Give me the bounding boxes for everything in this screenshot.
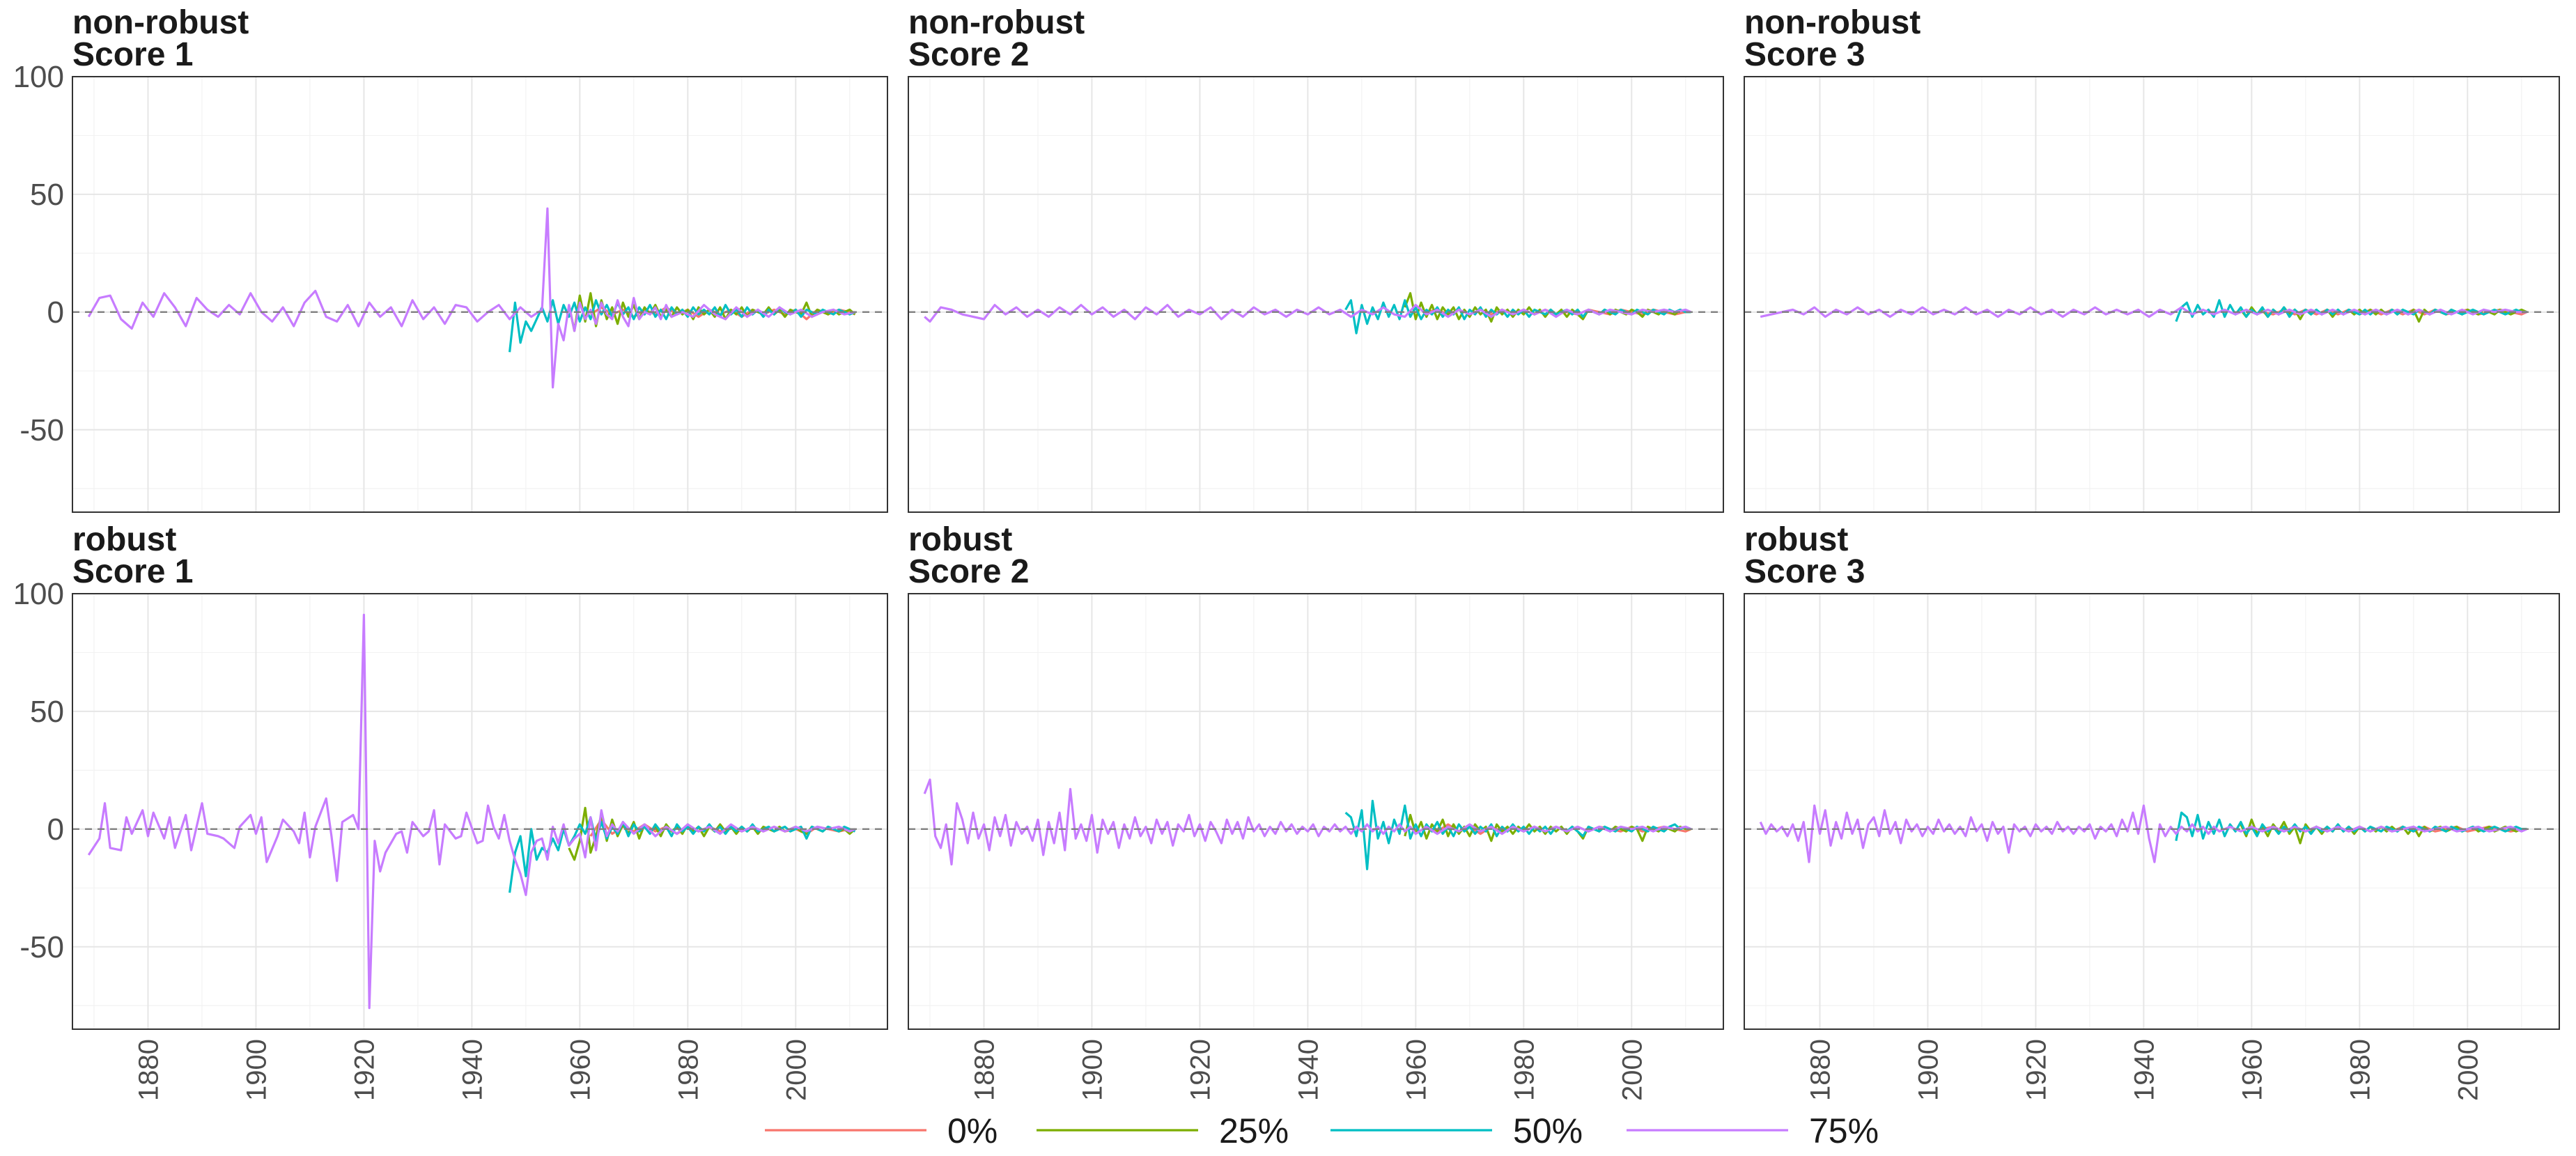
panel-title: Score 2 — [908, 36, 1029, 73]
x-tick-label: 1900 — [1077, 1039, 1108, 1101]
panel-title: non-robust — [908, 4, 1085, 41]
series-line-75pct — [87, 613, 856, 1010]
legend-label: 75% — [1809, 1111, 1879, 1150]
x-tick-label: 1920 — [1185, 1039, 1216, 1101]
panel-title: Score 3 — [1744, 36, 1865, 73]
legend-label: 0% — [947, 1111, 998, 1150]
panel-border — [908, 76, 1724, 513]
series-line-75pct — [924, 304, 1692, 323]
panel-title: Score 1 — [72, 36, 193, 73]
x-tick-label: 1980 — [1509, 1039, 1539, 1101]
panel-title: robust — [908, 521, 1012, 558]
y-tick-label: 50 — [30, 695, 64, 729]
panel-border — [72, 593, 888, 1030]
series-line-50pct — [1344, 299, 1691, 334]
x-tick-label: 1920 — [349, 1039, 380, 1101]
x-tick-label: 1900 — [1913, 1039, 1943, 1101]
x-tick-label: 1940 — [1293, 1039, 1324, 1101]
legend-label: 25% — [1219, 1111, 1289, 1150]
x-tick-label: 1960 — [565, 1039, 596, 1101]
series-line-75pct — [1760, 306, 2527, 318]
x-tick-label: 1960 — [2237, 1039, 2267, 1101]
y-tick-label: 0 — [47, 295, 64, 330]
y-tick-label: -50 — [20, 930, 64, 964]
x-tick-label: 2000 — [781, 1039, 812, 1101]
x-tick-label: 1980 — [2345, 1039, 2375, 1101]
panel-title: Score 1 — [72, 553, 193, 590]
x-tick-label: 2000 — [2453, 1039, 2483, 1101]
panel-border — [908, 593, 1724, 1030]
x-tick-label: 1920 — [2021, 1039, 2051, 1101]
series-line-50pct — [1344, 799, 1692, 870]
x-tick-label: 1980 — [673, 1039, 704, 1101]
x-tick-label: 1880 — [1805, 1039, 1836, 1101]
panel-title: Score 3 — [1744, 553, 1865, 590]
x-tick-label: 2000 — [1617, 1039, 1647, 1101]
x-tick-label: 1880 — [969, 1039, 1000, 1101]
panel-title: non-robust — [1744, 4, 1921, 41]
series-line-75pct — [1759, 804, 2528, 863]
x-tick-label: 1940 — [2129, 1039, 2159, 1101]
panel-border — [72, 76, 888, 513]
panel-title: non-robust — [72, 4, 249, 41]
panel-border — [1744, 593, 2560, 1030]
y-tick-label: 100 — [13, 60, 64, 94]
panel-border — [1744, 76, 2560, 513]
panel-title: Score 2 — [908, 553, 1029, 590]
x-tick-label: 1940 — [457, 1039, 488, 1101]
legend: 0% 25% 50% 75% — [765, 1111, 1879, 1150]
panel-title: robust — [72, 521, 176, 558]
y-tick-label: -50 — [20, 413, 64, 447]
x-tick-label: 1960 — [1401, 1039, 1431, 1101]
y-tick-label: 50 — [30, 178, 64, 212]
y-tick-label: 100 — [13, 577, 64, 611]
x-tick-label: 1900 — [241, 1039, 272, 1101]
x-tick-label: 1880 — [133, 1039, 164, 1101]
panel-title: robust — [1744, 521, 1848, 558]
legend-label: 50% — [1513, 1111, 1583, 1150]
y-tick-label: 0 — [47, 812, 64, 847]
